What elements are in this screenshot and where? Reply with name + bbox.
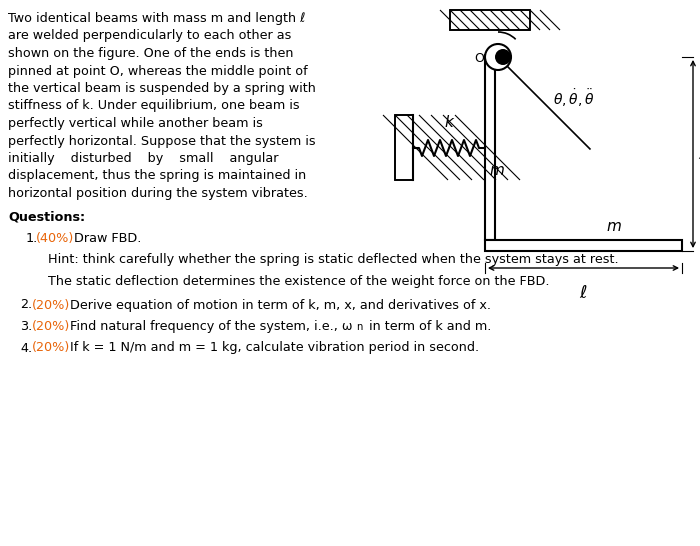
Text: n: n xyxy=(356,322,363,332)
Text: perfectly horizontal. Suppose that the system is: perfectly horizontal. Suppose that the s… xyxy=(8,134,316,147)
Text: m: m xyxy=(606,219,621,234)
Text: pinned at point O, whereas the middle point of: pinned at point O, whereas the middle po… xyxy=(8,64,307,78)
Text: (20%): (20%) xyxy=(32,299,70,312)
Text: Derive equation of motion in term of k, m, x, and derivatives of x.: Derive equation of motion in term of k, … xyxy=(66,299,491,312)
Text: $\ell$: $\ell$ xyxy=(579,284,588,302)
Text: 3.: 3. xyxy=(20,320,32,333)
Text: horizontal position during the system vibrates.: horizontal position during the system vi… xyxy=(8,187,308,200)
Text: in term of k and m.: in term of k and m. xyxy=(365,320,491,333)
Bar xyxy=(395,115,413,180)
Text: are welded perpendicularly to each other as: are welded perpendicularly to each other… xyxy=(8,29,291,43)
Text: 1.: 1. xyxy=(26,232,38,245)
Bar xyxy=(485,240,682,251)
Text: 2.: 2. xyxy=(20,299,32,312)
Text: Draw FBD.: Draw FBD. xyxy=(70,232,141,245)
Text: O: O xyxy=(474,52,484,66)
Text: (20%): (20%) xyxy=(32,320,70,333)
Text: Questions:: Questions: xyxy=(8,211,85,223)
Text: The static deflection determines the existence of the weight force on the FBD.: The static deflection determines the exi… xyxy=(48,275,550,288)
Bar xyxy=(395,115,413,180)
Text: $\theta, \dot{\theta}, \ddot{\theta}$: $\theta, \dot{\theta}, \ddot{\theta}$ xyxy=(553,87,594,109)
Text: shown on the figure. One of the ends is then: shown on the figure. One of the ends is … xyxy=(8,47,293,60)
Bar xyxy=(450,10,530,30)
Text: If k = 1 N/m and m = 1 kg, calculate vibration period in second.: If k = 1 N/m and m = 1 kg, calculate vib… xyxy=(66,341,479,354)
Bar xyxy=(450,10,530,30)
Text: Hint: think carefully whether the spring is static deflected when the system sta: Hint: think carefully whether the spring… xyxy=(48,253,619,266)
Text: $\ell$: $\ell$ xyxy=(698,145,700,163)
Text: k: k xyxy=(444,115,454,130)
Text: m: m xyxy=(489,163,505,178)
Text: (40%): (40%) xyxy=(36,232,74,245)
Text: initially    disturbed    by    small    angular: initially disturbed by small angular xyxy=(8,152,279,165)
Text: 4.: 4. xyxy=(20,341,32,354)
Text: (20%): (20%) xyxy=(32,341,70,354)
Bar xyxy=(485,55,495,240)
Text: Two identical beams with mass m and length ℓ: Two identical beams with mass m and leng… xyxy=(8,12,305,25)
Text: perfectly vertical while another beam is: perfectly vertical while another beam is xyxy=(8,117,263,130)
Text: stiffness of k. Under equilibrium, one beam is: stiffness of k. Under equilibrium, one b… xyxy=(8,99,300,112)
Text: the vertical beam is suspended by a spring with: the vertical beam is suspended by a spri… xyxy=(8,82,316,95)
Text: displacement, thus the spring is maintained in: displacement, thus the spring is maintai… xyxy=(8,169,307,182)
Text: Find natural frequency of the system, i.e., ω: Find natural frequency of the system, i.… xyxy=(66,320,353,333)
Circle shape xyxy=(495,49,511,65)
Circle shape xyxy=(485,44,511,70)
